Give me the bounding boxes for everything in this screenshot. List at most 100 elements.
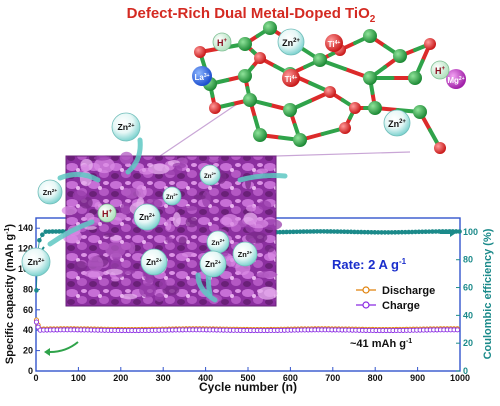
proton-label-2: H+ xyxy=(435,66,446,76)
ce-point xyxy=(324,229,330,234)
y-left-tick-label: 40 xyxy=(23,325,33,335)
ce-point xyxy=(379,230,384,235)
ce-point xyxy=(433,229,439,234)
ce-point xyxy=(287,229,293,235)
y-right-tick-label: 40 xyxy=(463,310,473,320)
x-tick-label: 100 xyxy=(71,373,86,383)
sem-grain xyxy=(105,242,126,258)
zn-ion xyxy=(140,248,168,276)
ce-point xyxy=(331,229,337,234)
y-left-axis-ticks: 020406080100120140 xyxy=(18,223,40,376)
ce-point xyxy=(389,230,395,235)
ce-point xyxy=(311,229,317,234)
ti-atom-2 xyxy=(282,69,300,87)
ce-point xyxy=(57,229,62,234)
ce-point xyxy=(430,229,435,234)
zn-ion-crystal-2 xyxy=(383,109,411,137)
zn-ion-crystal-1 xyxy=(277,28,305,56)
ce-point xyxy=(280,229,286,235)
zn-ion xyxy=(21,247,51,277)
ce-point xyxy=(416,229,422,235)
y-right-tick-label: 100 xyxy=(463,227,478,237)
y-left-axis-label: Specific capacity (mAh g-1) xyxy=(4,224,16,364)
sem-grain xyxy=(83,270,105,278)
ce-point xyxy=(423,229,428,234)
ce-point xyxy=(369,229,374,235)
la-label: La3+ xyxy=(194,73,209,82)
zn-ion-label: Zn2+ xyxy=(139,213,155,222)
sem-grain xyxy=(124,188,139,199)
ce-point xyxy=(352,229,357,235)
sem-grain xyxy=(248,238,256,244)
sem-grain xyxy=(93,155,110,161)
x-tick-label: 800 xyxy=(368,373,383,383)
legend: Discharge Charge xyxy=(356,285,435,312)
sem-grain xyxy=(221,214,239,228)
proton-label-sem: H+ xyxy=(102,209,113,219)
ce-point xyxy=(406,229,411,235)
ce-point xyxy=(53,229,59,234)
ion-migration-arrow xyxy=(47,219,95,247)
x-tick-label: 900 xyxy=(410,373,425,383)
sem-grain xyxy=(172,162,186,169)
ce-point xyxy=(335,229,340,234)
ce-point xyxy=(277,229,283,235)
zn-label-crystal-2: Zn2+ xyxy=(388,119,406,129)
ion-migration-arrow xyxy=(125,137,143,175)
sem-grain xyxy=(208,157,219,163)
sem-grain xyxy=(84,212,95,222)
y-left-tick-label: 120 xyxy=(18,244,33,254)
ti-label-1: Ti4+ xyxy=(328,40,341,49)
ce-point xyxy=(355,229,361,235)
capacity-axis-arrow xyxy=(49,341,79,353)
ion-migration-arrow xyxy=(237,173,288,183)
ce-point xyxy=(308,229,313,234)
sem-grain xyxy=(162,285,180,296)
oxygen-atom xyxy=(209,102,221,114)
titanium-atom xyxy=(238,37,252,51)
ce-point xyxy=(341,229,347,235)
proton-circle-sem xyxy=(97,203,117,223)
y-left-tick-label: 80 xyxy=(23,284,33,294)
ce-point xyxy=(403,229,408,235)
ce-point xyxy=(284,229,289,235)
sem-grain xyxy=(181,205,198,211)
oxygen-atom xyxy=(324,86,336,98)
sem-grain xyxy=(139,283,157,298)
ce-point xyxy=(348,229,354,235)
zn-ion-label: Zn2+ xyxy=(205,260,221,269)
zn-ion-label: Zn2+ xyxy=(27,257,45,267)
charge-series xyxy=(33,319,461,334)
y-left-tick-label: 60 xyxy=(23,305,33,315)
zn-ion-label: Zn2+ xyxy=(43,188,58,197)
sem-grain xyxy=(73,261,88,272)
sem-grain xyxy=(119,151,134,165)
titanium-atom xyxy=(293,133,307,147)
ce-point xyxy=(362,229,367,235)
charge-point xyxy=(33,319,39,325)
sem-grain xyxy=(103,232,115,238)
ion-migration-arrow xyxy=(57,172,101,183)
charge-point xyxy=(454,327,461,333)
ce-point xyxy=(46,229,52,234)
sem-grain xyxy=(185,217,198,228)
sem-grain xyxy=(93,157,115,174)
ce-point xyxy=(396,229,401,235)
x-axis-label: Cycle number (n) xyxy=(199,380,297,394)
ce-point xyxy=(301,229,306,234)
sem-grain xyxy=(181,251,196,258)
connector-line-right xyxy=(275,151,411,157)
y-right-axis-label: Coulombic efficiency (%) xyxy=(482,228,494,359)
y-left-tick-label: 20 xyxy=(23,346,33,356)
zn-ion xyxy=(111,112,141,142)
sem-image xyxy=(61,151,283,307)
ce-point xyxy=(358,229,364,235)
sem-grain xyxy=(165,236,173,244)
ce-point xyxy=(43,229,49,234)
ce-point xyxy=(426,229,432,234)
x-axis-ticks: 0 100 200 300 400 500 600 700 800 900 1000 xyxy=(33,367,470,383)
zn-ion-label: Zn2+ xyxy=(238,250,253,259)
legend-charge-label: Charge xyxy=(382,300,420,312)
titanium-atom xyxy=(283,103,297,117)
